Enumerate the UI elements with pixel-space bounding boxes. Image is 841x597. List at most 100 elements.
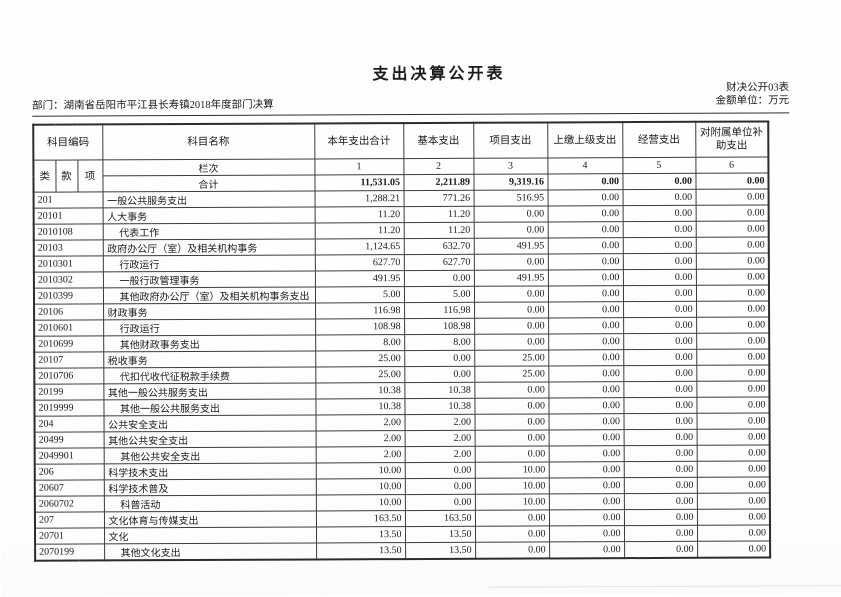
row-value: 0.00 [548, 365, 624, 382]
row-value: 11.20 [314, 206, 404, 223]
row-value: 0.00 [474, 317, 549, 335]
header-sub-xiang: 项 [77, 159, 103, 192]
row-code: 20607 [34, 479, 104, 497]
row-value: 0.00 [548, 349, 624, 366]
header-col-subsidy: 对附属单位补助支出 [695, 121, 769, 158]
row-value: 0.00 [622, 253, 696, 270]
row-value: 0.00 [696, 444, 770, 462]
row-value: 0.00 [548, 333, 624, 350]
row-value: 0.00 [474, 381, 549, 399]
row-subject-name: 代扣代收代征税款手续费 [103, 366, 316, 384]
header-col-total: 本年支出合计 [314, 123, 404, 159]
row-value: 0.00 [696, 300, 770, 318]
row-subject-name: 其他财政事务支出 [103, 334, 316, 352]
total-label: 合计 [102, 174, 315, 192]
row-value: 0.00 [548, 429, 624, 446]
row-code: 207 [34, 511, 105, 529]
row-value: 0.00 [623, 493, 697, 510]
row-value: 25.00 [315, 350, 405, 367]
column-index: 2 [403, 158, 474, 175]
row-value: 627.70 [314, 254, 404, 271]
row-value: 0.00 [548, 317, 624, 334]
row-value: 0.00 [624, 541, 698, 559]
row-value: 10.00 [474, 477, 549, 495]
row-value: 0.00 [696, 396, 770, 414]
row-subject-name: 科普活动 [103, 494, 316, 512]
row-code: 2070199 [35, 543, 105, 561]
row-value: 0.00 [473, 205, 548, 223]
row-code: 2010601 [34, 319, 104, 337]
row-value: 0.00 [696, 316, 770, 334]
row-code: 20701 [35, 527, 105, 545]
row-value: 0.00 [623, 333, 697, 350]
header-col-project: 项目支出 [473, 122, 548, 159]
row-value: 0.00 [622, 237, 696, 254]
row-value: 0.00 [622, 269, 696, 286]
table-row: 2070199 其他文化支出 13.50 13.50 0.00 0.00 0.00 0.00 [35, 540, 771, 561]
row-value: 516.95 [473, 189, 548, 207]
row-value: 0.00 [623, 477, 697, 494]
row-value: 5.00 [403, 286, 475, 303]
row-value: 0.00 [403, 270, 474, 287]
row-code: 206 [34, 463, 104, 481]
row-value: 1,124.65 [314, 238, 404, 255]
row-value: 0.00 [696, 460, 770, 478]
row-value: 25.00 [474, 365, 549, 383]
header-row: 科目编码 科目名称 本年支出合计 基本支出 项目支出 上缴上级支出 经营支出 对… [33, 121, 769, 161]
row-value: 0.00 [695, 284, 770, 302]
row-value: 0.00 [695, 236, 769, 254]
row-value: 0.00 [547, 221, 623, 238]
row-value: 627.70 [403, 254, 474, 271]
row-value: 108.98 [404, 318, 475, 335]
row-subject-name: 一般公共服务支出 [102, 190, 315, 208]
row-code: 201 [33, 191, 103, 209]
row-value: 0.00 [622, 189, 696, 206]
row-value: 0.00 [623, 445, 697, 462]
row-value: 0.00 [547, 253, 623, 270]
row-value: 0.00 [623, 397, 697, 414]
row-value: 163.50 [404, 510, 475, 527]
row-value: 0.00 [623, 301, 697, 318]
row-subject-name: 一般行政管理事务 [102, 270, 315, 288]
row-value: 0.00 [622, 205, 696, 222]
row-value: 491.95 [473, 237, 548, 255]
row-value: 0.00 [547, 269, 623, 286]
row-value: 0.00 [695, 220, 769, 238]
row-value: 0.00 [548, 301, 624, 318]
row-value: 0.00 [548, 461, 624, 478]
row-subject-name: 其他文化支出 [104, 542, 317, 561]
row-value: 2.00 [315, 414, 405, 431]
row-value: 0.00 [695, 204, 769, 222]
row-value: 491.95 [473, 269, 548, 287]
department-line: 部门：湖南省岳阳市平江县长寿镇2018年度部门决算 [32, 96, 790, 117]
row-value: 2.00 [404, 414, 475, 431]
header-subject-name: 科目名称 [102, 123, 315, 160]
row-value: 0.00 [696, 332, 770, 350]
row-value: 10.38 [315, 398, 405, 415]
row-value: 632.70 [403, 238, 474, 255]
row-value: 0.00 [404, 494, 475, 511]
row-value: 0.00 [474, 397, 549, 415]
row-value: 0.00 [548, 397, 624, 414]
total-value: 0.00 [547, 173, 623, 190]
row-value: 0.00 [474, 333, 549, 351]
row-value: 10.00 [315, 478, 405, 495]
row-value: 11.20 [314, 222, 404, 239]
row-value: 0.00 [547, 285, 624, 302]
row-value: 1,288.21 [314, 190, 404, 207]
row-value: 163.50 [315, 510, 405, 527]
row-value: 0.00 [695, 188, 769, 206]
row-code: 2010302 [33, 271, 103, 289]
row-value: 0.00 [696, 412, 770, 430]
row-value: 0.00 [696, 508, 770, 526]
total-value: 0.00 [695, 172, 769, 190]
row-value: 13.50 [404, 526, 476, 543]
row-value: 0.00 [475, 541, 550, 559]
row-value: 0.00 [548, 477, 624, 494]
row-value: 0.00 [404, 478, 475, 495]
row-value: 0.00 [623, 381, 697, 398]
header-sub-lei: 类 [33, 160, 56, 193]
row-code: 2010108 [33, 223, 103, 241]
row-value: 0.00 [696, 524, 771, 542]
